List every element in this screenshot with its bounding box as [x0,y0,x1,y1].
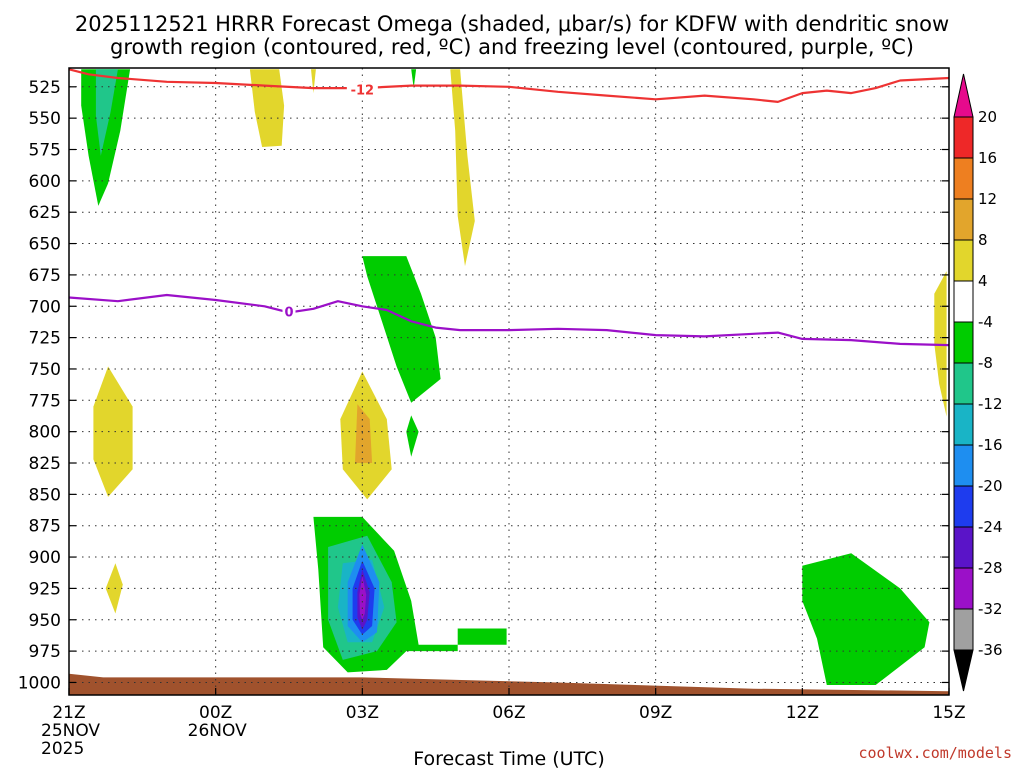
y-tick-label-850: 850 [29,485,61,505]
omega-region-8 [93,366,133,497]
omega-region-19 [359,575,367,620]
colorbar-bin-7 [953,403,974,446]
y-tick-label-950: 950 [29,611,61,631]
y-tick-label-975: 975 [29,642,61,662]
y-tick-label-750: 750 [29,360,61,380]
colorbar-bin-12 [953,608,974,651]
colorbar-label-0: 20 [978,108,997,126]
x-tick-label-3-line-1: 26NOV [188,721,247,741]
colorbar-label-2: 12 [978,190,997,208]
contour-label-bg-1 [282,303,296,319]
y-tick-label-600: 600 [29,172,61,192]
colorbar-label-8: -16 [978,436,1003,454]
omega-region-12 [105,563,123,614]
y-tick-label-700: 700 [29,297,61,317]
y-tick-label-900: 900 [29,548,61,568]
omega-region-2 [249,69,285,147]
colorbar-bin-0 [953,116,974,159]
colorbar-bin-5 [953,321,974,364]
colorbar-bin-9 [953,485,974,528]
x-tick-label-0-line-0: 21Z [52,703,85,723]
colorbar-bin-4 [953,280,974,323]
contours: -12 0 [68,68,950,347]
omega-region-11 [406,415,419,457]
omega-region-3 [311,69,316,94]
y-tick-label-725: 725 [29,329,61,349]
surface-terrain [69,673,949,695]
colorbar-label-12: -32 [978,600,1003,618]
y-tick-label-575: 575 [29,141,61,161]
omega-region-4 [450,69,475,267]
grid-lines [69,68,949,695]
colorbar-label-10: -24 [978,518,1003,536]
colorbar-label-1: 16 [978,149,997,167]
y-tick-label-925: 925 [29,579,61,599]
chart-title-line-2: growth region (contoured, red, ºC) and f… [110,35,914,59]
y-tick-label-1000: 1000 [18,673,61,693]
colorbar-bin-2 [953,198,974,241]
colorbar-label-13: -36 [978,641,1003,659]
credit-text: coolwx.com/models [858,744,1012,762]
x-tick-label-3-line-0: 00Z [199,703,232,723]
colorbar-bin-1 [953,157,974,200]
omega-shaded-regions [81,69,947,685]
colorbar-label-7: -12 [978,395,1003,413]
x-tick-label-15-line-0: 12Z [786,703,819,723]
colorbar-top-arrow [953,73,974,118]
y-tick-label-650: 650 [29,235,61,255]
y-tick-label-550: 550 [29,109,61,129]
y-tick-label-525: 525 [29,78,61,98]
colorbar-bin-6 [953,362,974,405]
x-axis-label: Forecast Time (UTC) [413,748,604,768]
x-tick-label-6-line-0: 03Z [346,703,379,723]
colorbar-label-9: -20 [978,477,1003,495]
contour-label-0: -12 [351,83,375,98]
y-tick-label-825: 825 [29,454,61,474]
omega-region-5 [411,69,417,89]
colorbar-bin-8 [953,444,974,487]
omega-region-0 [81,69,131,206]
colorbar-label-5: -4 [978,313,993,331]
colorbar-label-6: -8 [978,354,993,372]
colorbar-label-3: 8 [978,231,988,249]
x-tick-label-12-line-0: 09Z [639,703,672,723]
surface-layer [69,673,949,695]
y-tick-label-775: 775 [29,391,61,411]
y-tick-label-625: 625 [29,203,61,223]
colorbar-bin-10 [953,526,974,569]
y-tick-label-675: 675 [29,266,61,286]
y-tick-label-875: 875 [29,517,61,537]
omega-region-6 [362,256,441,403]
x-tick-label-0-line-2: 2025 [41,739,84,759]
freezing-level-contour-line [68,293,950,347]
x-tick-label-18-line-0: 15Z [932,703,965,723]
dgz-contour-line [68,68,950,104]
x-tick-label-0-line-1: 25NOV [41,721,100,741]
y-axis-ticks: 525 550 575 600 625 650 675 700 725 750 775 800 825 8… [18,78,949,693]
omega-region-10 [355,404,373,463]
chart-title-line-1: 2025112521 HRRR Forecast Omega (shaded, … [75,12,949,36]
omega-region-1 [95,69,118,156]
contour-label-1: 0 [284,305,293,320]
y-tick-label-800: 800 [29,423,61,443]
x-tick-label-9-line-0: 06Z [492,703,525,723]
colorbar-bin-3 [953,239,974,282]
omega-region-20 [802,553,930,685]
colorbar-bottom-arrow [953,649,974,692]
colorbar-bin-11 [953,567,974,610]
contour-label-bg-0 [346,81,378,97]
colorbar: 20 16 12 8 4 -4 -8 -12 -16 -20 -24 -28 -32 -36 [953,73,1003,692]
colorbar-label-11: -28 [978,559,1003,577]
colorbar-label-4: 4 [978,272,988,290]
